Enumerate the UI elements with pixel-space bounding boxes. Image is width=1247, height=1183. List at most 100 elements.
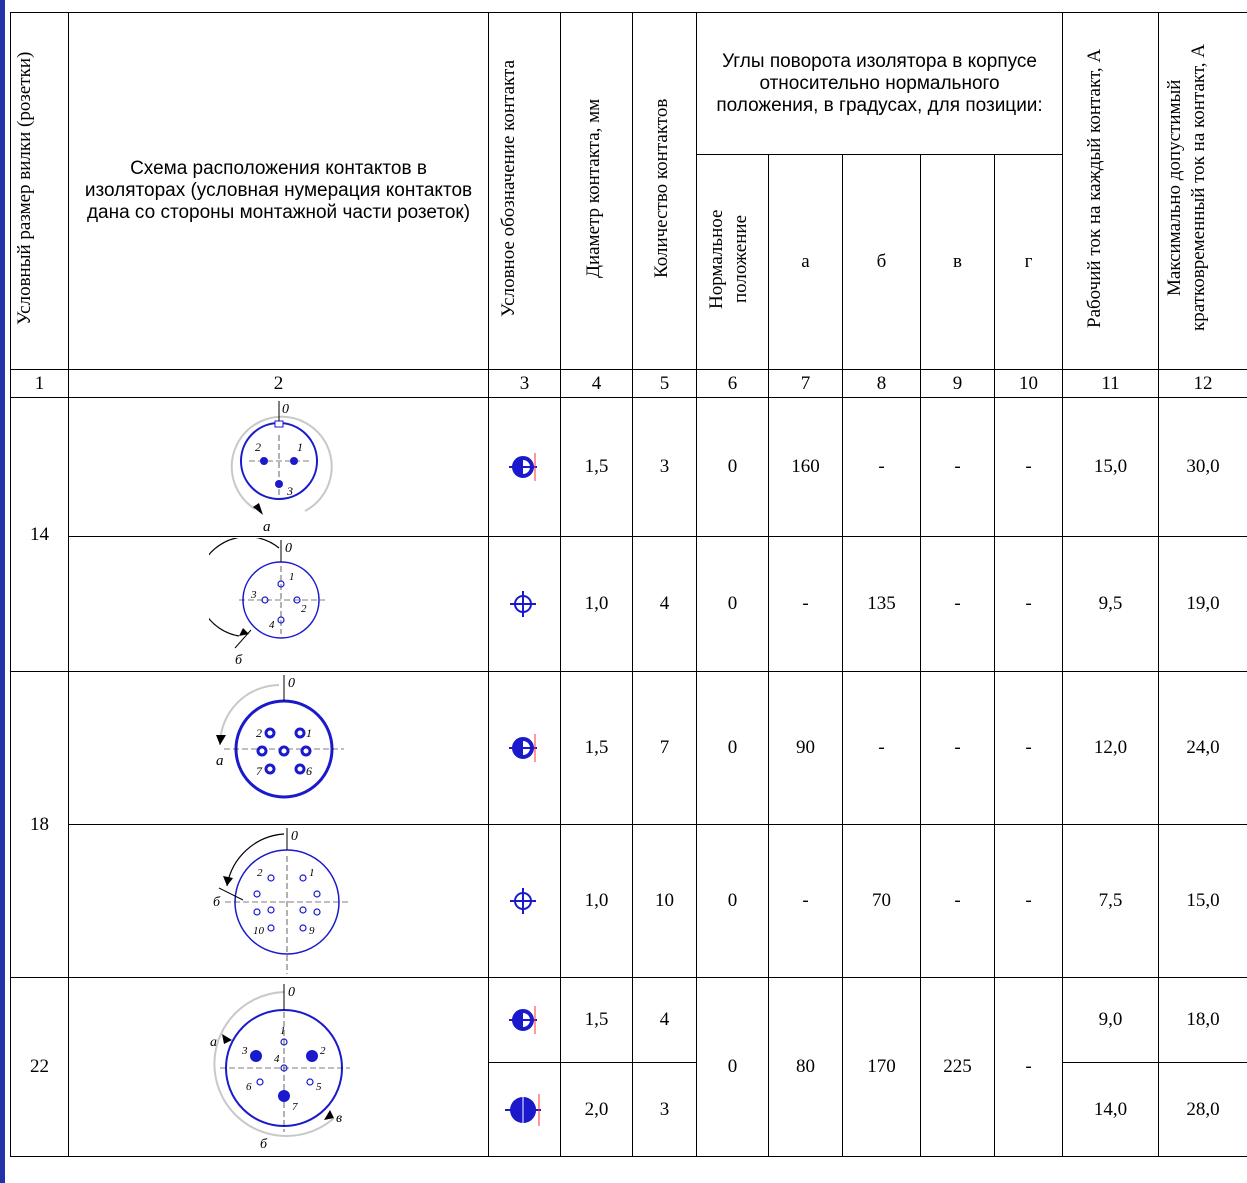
pos-a-cell: 160 (768, 397, 843, 537)
pos-b-label: б (235, 653, 243, 668)
col-num: 11 (1062, 369, 1160, 398)
header-angles-group: Углы поворота изолятора в корпусе относи… (695, 12, 1064, 155)
svg-text:2: 2 (301, 603, 307, 615)
pos-a-cell: - (768, 824, 843, 978)
table-row: 14 0 2 1 3 a (10, 397, 1247, 672)
max-current-cell: 15,0 (1158, 824, 1247, 978)
header-normal-position: Нормальное положение (696, 154, 769, 370)
pos-b-label: б (213, 895, 221, 910)
header-pos-b: б (842, 154, 921, 370)
pos-b-cell: 170 (842, 977, 921, 1157)
svg-text:4: 4 (274, 1053, 280, 1065)
diameter-cell: 1,0 (560, 824, 633, 978)
work-current-cell: 12,0 (1062, 671, 1160, 825)
pos-b-cell: 70 (842, 824, 921, 978)
col-num: 3 (488, 369, 561, 398)
svg-text:10: 10 (253, 925, 265, 937)
svg-text:3: 3 (286, 484, 293, 498)
pos-a-cell: 90 (768, 671, 843, 825)
diameter-cell: 1,5 (560, 397, 633, 537)
header-diameter: Диаметр контакта, мм (560, 12, 633, 370)
header-symbol: Условное обозначение контакта (488, 12, 561, 370)
header-count: Количество контактов (632, 12, 697, 370)
zero-label: 0 (288, 676, 295, 691)
diameter-cell: 1,0 (560, 536, 633, 672)
pos-v-label: в (336, 1111, 342, 1126)
pos-g-cell: - (993, 824, 1064, 978)
normal-cell: 0 (696, 824, 769, 978)
col-num: 10 (993, 369, 1064, 398)
pos-b-cell: - (842, 671, 921, 825)
column-number-row: 1 2 3 4 5 6 7 8 9 10 11 12 (10, 369, 1247, 398)
col-num: 1 (10, 369, 69, 398)
max-current-cell: 18,0 (1158, 977, 1247, 1063)
pos-a-cell: 80 (768, 977, 843, 1157)
contact-symbol-15 (488, 671, 561, 825)
header-pos-g: г (993, 154, 1064, 370)
normal-cell: 0 (696, 671, 769, 825)
contact-symbol-20 (488, 1062, 561, 1157)
header-pos-a: а (768, 154, 843, 370)
count-cell: 3 (632, 1062, 697, 1157)
work-current-cell: 9,0 (1062, 977, 1160, 1063)
diameter-cell: 2,0 (560, 1062, 633, 1157)
pos-v-cell: - (920, 824, 995, 978)
col-num: 8 (842, 369, 921, 398)
max-current-cell: 19,0 (1158, 536, 1247, 672)
contact-symbol-15 (488, 977, 561, 1063)
col-num: 2 (68, 369, 489, 398)
table-row: 0 2 1 10 9 б (11, 824, 1247, 978)
count-cell: 3 (632, 397, 697, 537)
contact-symbol-15 (488, 397, 561, 537)
table-row: 2,0 3 14,0 28,0 (11, 1062, 1247, 1157)
svg-text:7: 7 (256, 764, 263, 778)
svg-text:2: 2 (257, 867, 263, 879)
zero-label: 0 (285, 541, 292, 556)
diameter-cell: 1,5 (560, 671, 633, 825)
pos-g-cell: - (993, 536, 1064, 672)
contacts-table: Условный размер вилки (розетки) Схема ра… (10, 12, 1247, 1157)
pos-a-label: a (216, 753, 224, 769)
contact-symbol-10 (488, 536, 561, 672)
svg-text:9: 9 (309, 925, 315, 937)
pos-b-cell: 135 (842, 536, 921, 672)
work-current-cell: 9,5 (1062, 536, 1160, 672)
svg-text:3: 3 (250, 589, 257, 601)
col-num: 5 (632, 369, 697, 398)
max-current-cell: 30,0 (1158, 397, 1247, 537)
svg-text:7: 7 (292, 1101, 298, 1113)
pos-b-label: б (260, 1137, 268, 1152)
pos-a-cell: - (768, 536, 843, 672)
svg-text:6: 6 (306, 764, 312, 778)
svg-text:5: 5 (316, 1081, 322, 1093)
svg-text:1: 1 (280, 1025, 286, 1037)
count-cell: 4 (632, 977, 697, 1063)
contact-layout-diagram-5: 0 1 2 3 4 5 6 7 a в б (68, 977, 489, 1157)
col-num: 12 (1158, 369, 1247, 398)
svg-text:6: 6 (246, 1081, 252, 1093)
pos-v-cell: - (920, 397, 995, 537)
header-max-current: Максимально допустимый кратковременный т… (1158, 12, 1247, 370)
max-current-cell: 24,0 (1158, 671, 1247, 825)
col-num: 7 (768, 369, 843, 398)
svg-text:2: 2 (255, 440, 261, 454)
left-frame-line (0, 0, 5, 1183)
count-cell: 4 (632, 536, 697, 672)
header-size: Условный размер вилки (розетки) (10, 12, 69, 370)
header-pos-v: в (920, 154, 995, 370)
contact-layout-diagram-2: 0 1 2 3 4 б (68, 536, 489, 672)
pos-a-label: a (210, 1035, 217, 1050)
normal-cell: 0 (696, 977, 769, 1157)
pos-g-cell: - (993, 977, 1064, 1157)
table-row: 18 0 2 1 7 6 a (10, 671, 1247, 978)
work-current-cell: 14,0 (1062, 1062, 1160, 1157)
work-current-cell: 7,5 (1062, 824, 1160, 978)
pos-b-cell: - (842, 397, 921, 537)
size-cell: 14 (10, 397, 69, 672)
contact-layout-diagram-1: 0 2 1 3 a (68, 397, 489, 537)
pos-v-cell: 225 (920, 977, 995, 1157)
pos-a-label: a (263, 519, 271, 535)
pos-v-cell: - (920, 536, 995, 672)
header-work-current: Рабочий ток на каждый контакт, А (1062, 12, 1160, 370)
count-cell: 7 (632, 671, 697, 825)
